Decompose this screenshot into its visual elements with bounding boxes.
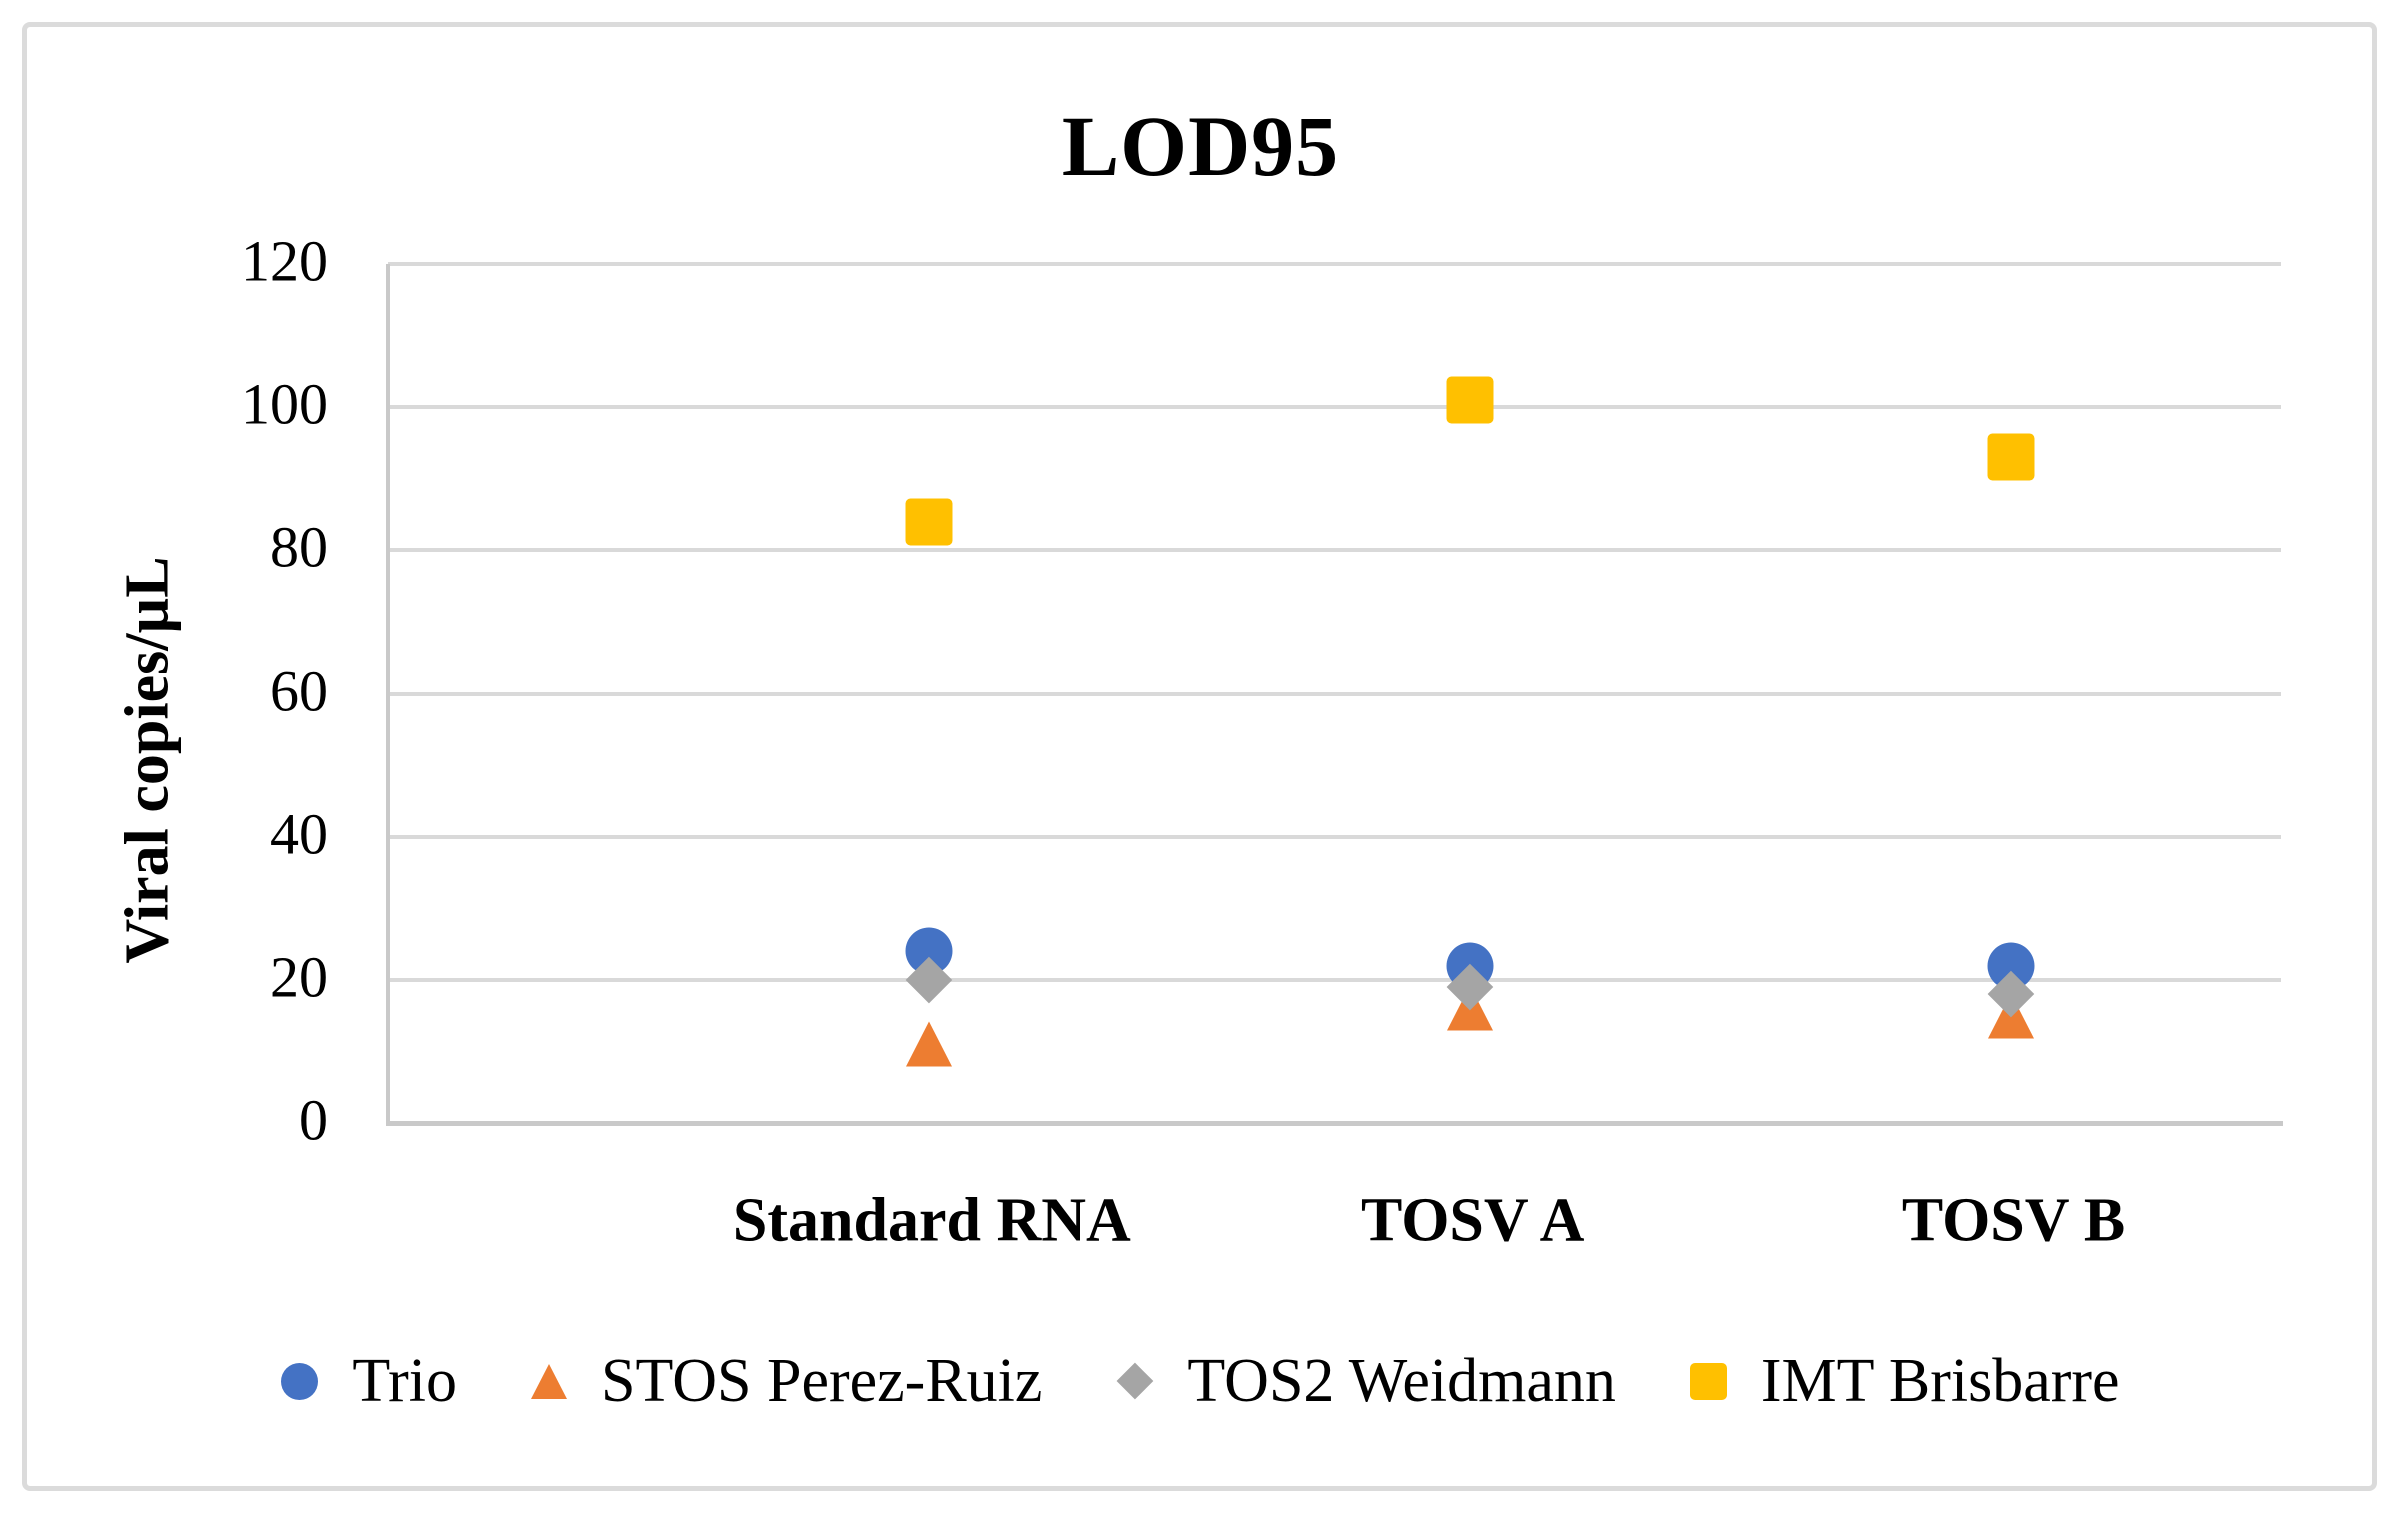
legend-label: STOS Perez-Ruiz bbox=[601, 1347, 1043, 1415]
chart-title: LOD95 bbox=[1061, 98, 1340, 194]
point-diamond-standard-rna bbox=[905, 956, 953, 1004]
triangle-icon-shape bbox=[531, 1363, 567, 1399]
diamond-icon-shape bbox=[1116, 1362, 1154, 1400]
point-diamond-tosv-a-shape bbox=[1446, 963, 1493, 1011]
point-square-tosv-b bbox=[1987, 433, 2035, 481]
circle-icon bbox=[281, 1362, 319, 1400]
legend-item-1: STOS Perez-Ruiz bbox=[531, 1350, 1042, 1412]
y-tick-label: 120 bbox=[241, 228, 328, 294]
diamond-icon bbox=[1116, 1362, 1154, 1400]
point-diamond-tosv-b-shape bbox=[1987, 970, 2034, 1018]
circle-icon-shape bbox=[281, 1362, 319, 1400]
point-diamond-tosv-b bbox=[1987, 970, 2034, 1018]
point-triangle-standard-rna bbox=[905, 1021, 952, 1067]
point-square-standard-rna bbox=[905, 498, 953, 546]
legend-label: Trio bbox=[352, 1347, 457, 1415]
legend-label: IMT Brisbarre bbox=[1760, 1347, 2120, 1415]
gridline-y-100 bbox=[388, 405, 2281, 410]
y-tick-label: 60 bbox=[270, 658, 328, 724]
gridline-y-80 bbox=[388, 548, 2281, 553]
y-tick-label: 0 bbox=[299, 1087, 328, 1153]
y-tick-label: 40 bbox=[270, 801, 328, 867]
x-category-label: Standard RNA bbox=[732, 1186, 1131, 1255]
point-diamond-tosv-a bbox=[1446, 963, 1493, 1011]
gridline-y-20 bbox=[388, 977, 2281, 982]
y-tick-label: 100 bbox=[241, 371, 328, 437]
gridline-y-120 bbox=[388, 262, 2281, 266]
square-icon bbox=[1689, 1362, 1727, 1400]
square-icon-shape bbox=[1689, 1362, 1727, 1400]
y-axis-line bbox=[386, 264, 390, 1126]
triangle-icon bbox=[531, 1363, 567, 1399]
x-category-label: TOSV A bbox=[1360, 1186, 1585, 1255]
legend-item-2: TOS2 Weidmann bbox=[1116, 1347, 1616, 1415]
y-axis-title: Viral copies/µL bbox=[113, 556, 182, 964]
legend: Trio STOS Perez-Ruiz TOS2 Weidmann IMT Bris… bbox=[0, 1350, 2401, 1412]
legend-item-0: Trio bbox=[281, 1350, 457, 1412]
point-square-tosv-a bbox=[1446, 376, 1494, 424]
y-tick-label: 80 bbox=[270, 515, 328, 581]
figure-border bbox=[22, 22, 2377, 1491]
gridline-y-60 bbox=[388, 691, 2281, 696]
legend-label: TOS2 Weidmann bbox=[1187, 1347, 1616, 1415]
x-axis-line bbox=[386, 1121, 2283, 1126]
x-category-label: TOSV B bbox=[1901, 1186, 2126, 1255]
gridline-y-40 bbox=[388, 834, 2281, 839]
point-diamond-standard-rna-shape bbox=[905, 956, 953, 1004]
diamond-icon-shape-shape bbox=[1116, 1362, 1154, 1400]
legend-item-3: IMT Brisbarre bbox=[1689, 1347, 2120, 1415]
y-tick-label: 20 bbox=[270, 944, 328, 1010]
